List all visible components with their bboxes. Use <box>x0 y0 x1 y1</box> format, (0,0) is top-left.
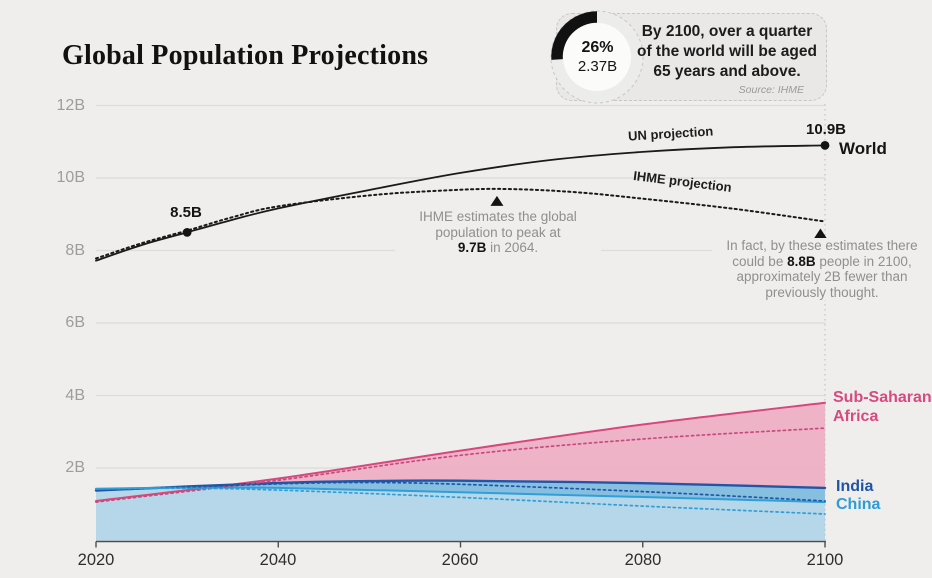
badge-statement-line1: By 2100, over a quarter <box>641 23 813 40</box>
donut-percent: 26% <box>581 39 614 56</box>
annotation-peak-line1: IHME estimates the global <box>419 209 577 224</box>
y-axis-label-10b: 10B <box>56 169 85 186</box>
x-axis-label-2040: 2040 <box>259 551 297 569</box>
x-axis-label-2020: 2020 <box>77 551 115 569</box>
annotation-peak-suffix: in 2064. <box>486 240 539 256</box>
y-axis-label-2b: 2B <box>65 459 85 476</box>
annotation-decline-line4: previously thought. <box>765 284 879 300</box>
marker-dot-8.5B <box>182 227 192 237</box>
ssa-label-line1: Sub-Saharan <box>833 389 932 406</box>
y-axis-label-6b: 6B <box>65 314 85 331</box>
area-china_un <box>96 487 825 541</box>
badge-statement-line3: 65 years and above. <box>653 63 801 80</box>
annotation-peak-line2: population to peak at <box>435 224 561 240</box>
world-series-label: World <box>839 139 887 158</box>
x-axis-label-2080: 2080 <box>624 551 662 569</box>
donut-center-label: 26% 2.37B <box>560 39 635 75</box>
y-axis-label-12b: 12B <box>56 97 85 114</box>
world-2100-value-label: 10.9B <box>805 121 847 138</box>
badge-statement-line2: of the world will be aged <box>637 43 817 60</box>
x-axis-label-2060: 2060 <box>441 551 479 569</box>
annotation-decline-line2: could be 8.8B people in 2100, <box>732 253 912 269</box>
world-2030-value-label: 8.5B <box>170 204 202 221</box>
annotation-arrow-1 <box>490 195 504 206</box>
donut-inner-circle <box>563 23 631 91</box>
annotation-peak: IHME estimates the global population to … <box>395 209 601 256</box>
page-title: Global Population Projections <box>62 40 429 71</box>
donut-chart-aged-65 <box>550 10 644 104</box>
line-china_ihme <box>95 487 826 515</box>
line-world_ihme <box>95 187 826 260</box>
sub-saharan-africa-series-label: Sub-Saharan Africa <box>833 388 932 426</box>
source-credit: Source: IHME <box>738 84 804 96</box>
marker-dot-10.9B <box>820 140 830 150</box>
annotation-arrow-2 <box>813 228 827 239</box>
annotation-decline-line3: approximately 2B fewer than <box>736 269 908 285</box>
china-series-label: China <box>836 496 881 513</box>
line-india_ihme <box>95 481 826 502</box>
donut-population: 2.37B <box>577 58 618 75</box>
ssa-label-line2: Africa <box>833 408 879 425</box>
badge-statement: By 2100, over a quarter of the world wil… <box>634 22 820 82</box>
annotation-peak-value: 9.7B <box>457 240 487 256</box>
annotation-decline: In fact, by these estimates there could … <box>712 238 932 301</box>
donut-arc-26pct <box>551 11 598 60</box>
x-axis-label-2100: 2100 <box>806 551 844 569</box>
annotation-decline-value: 8.8B <box>787 253 816 269</box>
india-series-label: India <box>836 478 874 495</box>
annotation-decline-line1: In fact, by these estimates there <box>726 238 918 253</box>
annotation-peak-line3: 9.7B in 2064. <box>395 240 601 256</box>
y-axis-label-4b: 4B <box>65 387 85 404</box>
y-axis-label-8b: 8B <box>65 242 85 259</box>
